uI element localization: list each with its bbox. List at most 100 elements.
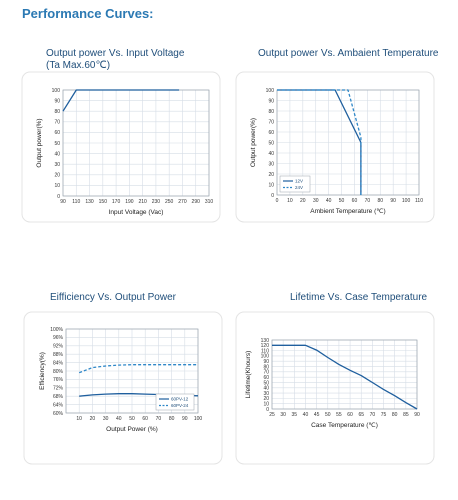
chart-1-series-1-line <box>62 89 180 112</box>
chart-2-series-2-line <box>277 89 362 195</box>
chart-1-y-tick-label: 0 <box>57 194 60 200</box>
chart-4-y-tick-label: 60 <box>263 375 269 381</box>
chart-1-x-tick-label: 90 <box>60 199 66 205</box>
chart-1-y-tick-label: 10 <box>54 183 60 189</box>
chart-4: 25 30 35 40 45 50 55 60 65 70 75 80 85 90010203040506… <box>235 311 435 465</box>
chart-2-y-tick-label: 0 <box>271 193 274 199</box>
chart-1-title-line-2: (Ta Max.60℃) <box>46 60 111 71</box>
chart-4-y-tick-label: 90 <box>263 359 269 365</box>
chart-3-legend-label: 60PV-12 <box>171 397 189 402</box>
chart-4-x-tick-label: 45 <box>314 412 320 418</box>
chart-4-x-tick-label: 90 <box>414 412 420 418</box>
chart-2-x-tick-label: 30 <box>313 198 319 204</box>
chart-3-x-tick-label: 20 <box>90 416 96 422</box>
chart-4-y-tick-label: 40 <box>263 386 269 392</box>
chart-4-y-tick-label: 70 <box>263 370 269 376</box>
chart-1-y-tick-label: 90 <box>54 98 60 104</box>
chart-2-y-tick-label: 10 <box>268 182 274 188</box>
chart-1-y-tick-label: 60 <box>54 130 60 136</box>
chart-2-x-tick-label: 60 <box>352 198 358 204</box>
chart-4-x-tick-label: 80 <box>392 412 398 418</box>
chart-3: 10 20 30 40 50 60 70 80 90 100 60% 64% 68% 72% 76% 80% 8… <box>23 311 223 465</box>
chart-1-y-tick-label: 40 <box>54 151 60 157</box>
page-heading: Performance Curves: <box>22 6 154 21</box>
chart-3-x-tick-label: 90 <box>182 416 188 422</box>
chart-1-x-tick-label: 190 <box>125 199 134 205</box>
chart-1-y-tick-label: 30 <box>54 162 60 168</box>
chart-1-y-axis-label: Output power(%) <box>36 118 43 167</box>
chart-4-x-tick-label: 85 <box>403 412 409 418</box>
chart-4-title: Lifetime Vs. Case Temperature <box>290 292 428 303</box>
chart-2-y-tick-label: 100 <box>266 88 275 94</box>
chart-4-x-tick-label: 35 <box>292 412 298 418</box>
chart-1-y-tick-label: 80 <box>54 109 60 115</box>
chart-2-x-tick-label: 40 <box>326 198 332 204</box>
chart-3-x-tick-label: 100 <box>194 416 203 422</box>
chart-2-legend-label: 24V <box>295 185 303 190</box>
chart-1-x-tick-label: 210 <box>138 199 147 205</box>
chart-2-y-tick-label: 20 <box>268 172 274 178</box>
chart-3-x-tick-label: 50 <box>129 416 135 422</box>
chart-1-x-tick-label: 310 <box>205 199 214 205</box>
chart-2-x-axis-label: Ambient Temperature (℃) <box>310 208 385 215</box>
chart-3-y-tick-label: 72% <box>53 386 64 392</box>
chart-2-y-tick-label: 60 <box>268 130 274 136</box>
chart-3-title: Eifficiency Vs. Output Power <box>50 292 176 303</box>
chart-4-y-tick-label: 130 <box>261 338 270 344</box>
chart-4-x-tick-label: 55 <box>336 412 342 418</box>
chart-2-x-tick-label: 90 <box>390 198 396 204</box>
chart-1-y-tick-label: 50 <box>54 141 60 147</box>
chart-3-x-tick-label: 10 <box>76 416 82 422</box>
chart-2-y-tick-label: 90 <box>268 98 274 104</box>
chart-3-x-tick-label: 80 <box>169 416 175 422</box>
chart-3-y-tick-label: 84% <box>53 360 64 366</box>
chart-3-y-tick-label: 92% <box>53 344 64 350</box>
chart-2-y-tick-label: 70 <box>268 119 274 125</box>
chart-4-y-tick-label: 10 <box>263 401 269 407</box>
chart-2-x-tick-label: 110 <box>415 198 423 204</box>
chart-4-x-tick-label: 65 <box>358 412 364 418</box>
chart-4-x-tick-label: 50 <box>325 412 331 418</box>
chart-2-y-tick-label: 40 <box>268 151 274 157</box>
chart-2-x-tick-label: 80 <box>377 198 383 204</box>
chart-3-y-tick-label: 88% <box>53 352 64 358</box>
chart-3-plot-frame <box>65 328 199 414</box>
chart-3-x-axis-label: Output Power (%) <box>106 426 158 433</box>
chart-2-x-tick-label: 50 <box>339 198 345 204</box>
chart-4-x-axis-label: Case Temperature (℃) <box>311 422 378 429</box>
chart-2-y-tick-label: 30 <box>268 161 274 167</box>
chart-1-y-tick-label: 100 <box>52 88 61 94</box>
chart-2-y-tick-label: 80 <box>268 109 274 115</box>
chart-4-x-tick-label: 30 <box>280 412 286 418</box>
chart-2-legend-label: 12V <box>295 179 303 184</box>
chart-4-y-tick-label: 120 <box>261 343 270 349</box>
chart-3-legend-label: 60PV-24 <box>171 403 189 408</box>
chart-4-y-axis-label: Lifetime(Khours) <box>245 351 252 399</box>
chart-4-x-tick-label: 70 <box>370 412 376 418</box>
chart-4-x-tick-label: 25 <box>269 412 275 418</box>
chart-2-x-tick-label: 100 <box>402 198 411 204</box>
chart-2-x-tick-label: 10 <box>287 198 293 204</box>
chart-4-plot-frame <box>271 339 418 410</box>
chart-2-x-tick-label: 20 <box>300 198 306 204</box>
chart-1-x-tick-label: 270 <box>178 199 187 205</box>
chart-3-y-axis-label: Efficiency(%) <box>39 352 46 390</box>
chart-3-y-tick-label: 80% <box>53 369 64 375</box>
chart-3-y-tick-label: 100% <box>50 327 63 333</box>
chart-1-title-line-1: Output power Vs. Input Voltage <box>46 48 185 59</box>
chart-4-y-tick-label: 80 <box>263 364 269 370</box>
chart-4-y-tick-label: 30 <box>263 391 269 397</box>
chart-1-title: Output power Vs. Input Voltage (Ta Max.6… <box>46 48 184 72</box>
chart-1-y-tick-label: 20 <box>54 173 60 179</box>
chart-4-y-tick-label: 20 <box>263 396 269 402</box>
chart-1-x-axis-label: Input Voltage (Vac) <box>109 209 164 216</box>
chart-1-x-tick-label: 230 <box>152 199 161 205</box>
chart-4-x-tick-label: 40 <box>303 412 309 418</box>
chart-3-y-tick-label: 76% <box>53 377 64 383</box>
chart-3-x-tick-label: 30 <box>103 416 109 422</box>
chart-1-x-tick-label: 110 <box>72 199 80 205</box>
chart-2: 0 10 20 30 40 50 60 70 80 90 100 110 0 10 20 30 40 50 60 70… <box>235 71 435 223</box>
chart-4-y-tick-label: 50 <box>263 380 269 386</box>
